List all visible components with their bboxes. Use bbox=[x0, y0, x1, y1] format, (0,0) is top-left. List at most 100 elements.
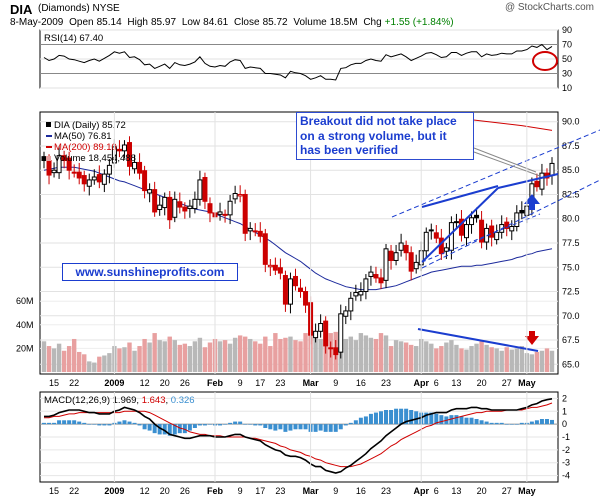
volume-bar bbox=[227, 343, 233, 372]
candle-body bbox=[147, 189, 153, 194]
macd-axis: 2 1 0 -1 -2 -3 -4 bbox=[562, 393, 570, 480]
price-tick-label: 85.0 bbox=[562, 165, 580, 175]
rsi-axis: 90 70 50 30 10 bbox=[562, 25, 572, 93]
macd-histogram-bar bbox=[313, 424, 318, 432]
volume-bar bbox=[474, 343, 479, 372]
volume-bar bbox=[187, 346, 193, 372]
symbol-description: (Diamonds) bbox=[38, 3, 90, 14]
macd-histogram-bar bbox=[544, 419, 549, 425]
x-tick-label: 2009 bbox=[104, 378, 124, 388]
macd-histogram-bar bbox=[389, 410, 394, 425]
volume-bar bbox=[197, 337, 203, 372]
rsi-tick-label: 50 bbox=[562, 54, 572, 64]
candle-body bbox=[489, 225, 495, 238]
candle-body bbox=[443, 247, 449, 252]
volume-bar bbox=[544, 348, 550, 372]
x-tick-label: Feb bbox=[207, 486, 224, 496]
price-tick-label: 75.0 bbox=[562, 262, 580, 272]
candle-body bbox=[549, 162, 555, 177]
macd-histogram-bar bbox=[469, 417, 474, 425]
volume-label: Volume bbox=[293, 17, 327, 28]
x-tick-label: 27 bbox=[502, 378, 512, 388]
candle-body bbox=[494, 231, 500, 241]
macd-histogram-bar bbox=[97, 424, 102, 426]
macd-histogram-bar bbox=[57, 420, 62, 425]
volume-bar bbox=[449, 340, 454, 372]
macd-histogram-bar bbox=[172, 424, 177, 435]
volume-bar bbox=[77, 351, 82, 372]
volume-bar bbox=[549, 350, 555, 372]
macd-histogram-bar bbox=[167, 424, 172, 436]
macd-histogram-bar bbox=[157, 424, 162, 435]
macd-tick-label: 1 bbox=[562, 406, 567, 416]
x-tick-label: 23 bbox=[381, 378, 391, 388]
candle-body bbox=[358, 291, 364, 296]
macd-histogram-bar bbox=[273, 424, 278, 431]
candle-body bbox=[413, 261, 419, 270]
volume-bar bbox=[489, 347, 494, 372]
macd-histogram-bar bbox=[263, 424, 268, 428]
candle-body bbox=[262, 233, 268, 265]
macd-tick-label: 2 bbox=[562, 393, 567, 403]
rsi-line bbox=[43, 43, 553, 81]
legend-volume: Volume 18,454,488 bbox=[54, 153, 136, 164]
x-tick-label: 6 bbox=[434, 486, 439, 496]
macd-histogram-bar bbox=[177, 424, 182, 434]
candle-body bbox=[106, 164, 112, 175]
macd-histogram-bar bbox=[539, 419, 544, 425]
macd-histogram-bar bbox=[42, 422, 46, 425]
volume-bar bbox=[388, 346, 394, 372]
candle-body bbox=[81, 175, 87, 185]
macd-histogram-bar bbox=[52, 422, 57, 425]
volume-bar bbox=[484, 344, 489, 372]
candle-body bbox=[197, 179, 203, 200]
volume-bar bbox=[398, 341, 404, 372]
macd-histogram-bar bbox=[102, 424, 107, 426]
volume-bar bbox=[358, 333, 364, 372]
candle-body bbox=[202, 177, 208, 202]
macd-histogram-bar bbox=[529, 421, 534, 425]
macd-histogram-bar bbox=[117, 421, 122, 425]
volume-bar bbox=[464, 349, 469, 372]
x-tick-label: 23 bbox=[381, 486, 391, 496]
x-tick-label: 20 bbox=[477, 378, 487, 388]
volume-bar bbox=[318, 338, 323, 372]
quote-line: 8-May-2009 Open 85.14 High 85.97 Low 84.61 … bbox=[10, 17, 457, 28]
channel-lower-line bbox=[421, 179, 600, 269]
close-label: Close bbox=[233, 17, 260, 28]
volume-bar bbox=[454, 344, 459, 372]
candle-body bbox=[182, 206, 188, 212]
x-tick-label: Apr bbox=[413, 486, 429, 496]
macd-label: MACD(12,26,9) 1.969, 1.643, 0.326 bbox=[44, 395, 195, 406]
volume-bar bbox=[368, 337, 374, 372]
volume-bar bbox=[348, 336, 354, 372]
x-tick-label: 27 bbox=[502, 486, 512, 496]
legend-ma50: MA(50) 76.81 bbox=[54, 131, 112, 142]
candle-body bbox=[353, 291, 359, 297]
candle-body bbox=[318, 323, 324, 332]
volume-bar bbox=[142, 338, 147, 372]
macd-histogram-bar bbox=[504, 424, 509, 425]
x-tick-label: 9 bbox=[333, 486, 338, 496]
candle-body bbox=[539, 172, 545, 190]
chg-value: +1.55 (+1.84%) bbox=[384, 17, 454, 28]
candle-body bbox=[378, 277, 384, 284]
volume-bars bbox=[41, 329, 555, 372]
x-tick-label: 16 bbox=[356, 378, 366, 388]
volume-bar bbox=[46, 346, 52, 372]
volume-bar bbox=[378, 333, 384, 372]
macd-histogram-bar bbox=[207, 424, 212, 425]
volume-bar bbox=[66, 346, 72, 372]
macd-histogram-bar bbox=[509, 424, 514, 425]
candle-body bbox=[343, 310, 349, 317]
candle-body bbox=[423, 231, 429, 252]
macd-histogram-bar bbox=[494, 422, 499, 425]
volume-bar bbox=[373, 338, 379, 372]
x-tick-label: 15 bbox=[49, 486, 59, 496]
candle-body bbox=[474, 214, 480, 219]
blue-up-arrow bbox=[524, 194, 540, 210]
candle-body bbox=[303, 291, 309, 306]
volume-bar bbox=[273, 333, 278, 372]
annotation-pointer-1 bbox=[473, 147, 537, 173]
candle-body bbox=[247, 227, 253, 232]
